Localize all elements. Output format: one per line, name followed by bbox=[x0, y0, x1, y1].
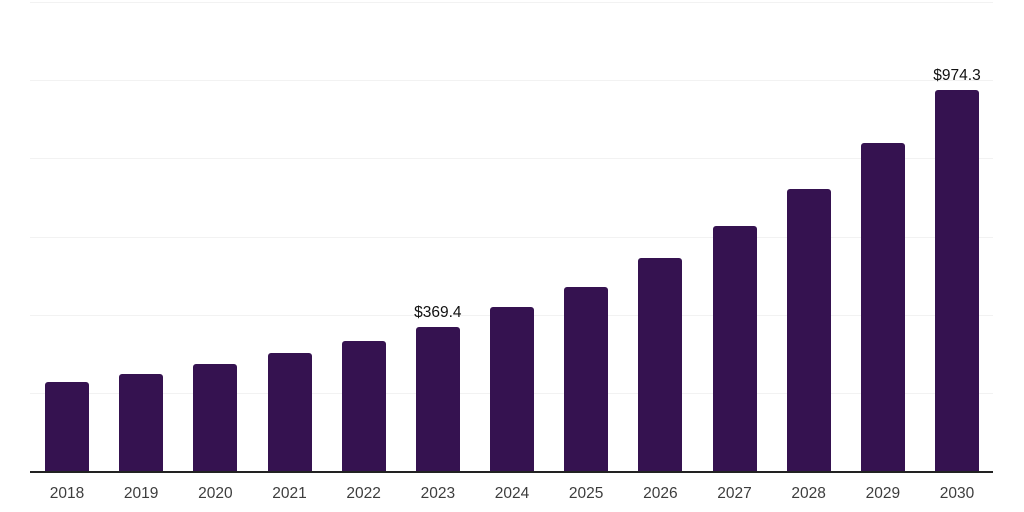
bar bbox=[564, 286, 609, 471]
bar bbox=[860, 143, 905, 471]
x-axis-line bbox=[30, 471, 993, 473]
x-tick-label: 2019 bbox=[123, 485, 159, 502]
x-tick-label: 2024 bbox=[494, 485, 530, 502]
gridline bbox=[30, 80, 993, 82]
x-tick-label: 2029 bbox=[865, 485, 901, 502]
bar bbox=[490, 307, 534, 471]
x-tick-label: 2022 bbox=[346, 485, 381, 502]
data-label: $974.3 bbox=[933, 67, 981, 85]
bar bbox=[786, 189, 831, 471]
x-tick-label: 2020 bbox=[198, 485, 233, 502]
x-tick-label: 2021 bbox=[272, 485, 307, 502]
x-tick-label: 2025 bbox=[568, 485, 604, 502]
x-tick-label: 2023 bbox=[420, 485, 456, 502]
x-tick-label: 2028 bbox=[791, 485, 826, 502]
x-tick-label: 2030 bbox=[939, 485, 975, 502]
bar bbox=[267, 353, 312, 471]
gridline bbox=[30, 158, 993, 160]
gridline bbox=[30, 236, 993, 238]
bar bbox=[415, 326, 460, 471]
x-tick-label: 2026 bbox=[643, 485, 678, 502]
x-tick-label: 2018 bbox=[49, 485, 85, 502]
bar bbox=[712, 226, 757, 471]
gridline bbox=[30, 2, 993, 3]
data-label: $369.4 bbox=[414, 303, 462, 321]
bar bbox=[341, 341, 386, 471]
bar bbox=[193, 363, 238, 471]
bar bbox=[119, 374, 164, 471]
bar bbox=[935, 90, 979, 471]
bar bbox=[638, 258, 683, 471]
x-tick-label: 2027 bbox=[717, 485, 752, 502]
bar bbox=[45, 381, 89, 471]
